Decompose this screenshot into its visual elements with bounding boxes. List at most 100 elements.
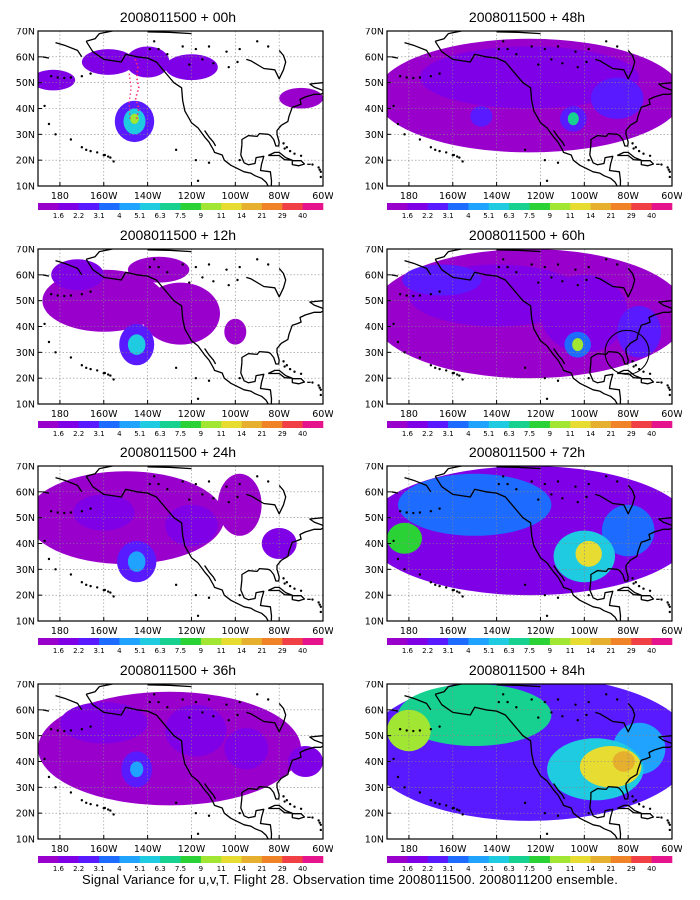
island [293,587,296,590]
gridlines [387,249,672,404]
island [530,480,533,483]
x-tick-label: 120W [178,626,206,637]
colorbar-swatch [590,203,612,210]
island [194,482,198,486]
colorbar-swatch [427,856,449,863]
island [438,290,441,293]
variance-contour [398,684,552,746]
colorbar-label: 3.1 [443,430,454,438]
colorbar-swatch [509,638,530,645]
island [543,700,547,704]
variance-map: 70N 60N 50N 40N 30N 20N 10N 180 160W 140W 120W 100W… [16,681,333,873]
colorbar-label: 40 [647,430,656,438]
colorbar-label: 5.1 [134,647,145,655]
island [152,693,156,696]
x-tick-label: 60W [312,626,333,637]
island [227,283,230,287]
gridlines [387,31,672,186]
island [543,158,547,162]
island [461,595,464,598]
panel-title: 2008011500 + 60h [357,226,697,244]
colorbar-label: 6.3 [155,865,166,873]
island [194,158,198,162]
y-tick-label: 50N [16,731,35,742]
colorbar-label: 2.2 [73,212,84,220]
colorbar-label: 11 [566,647,575,655]
panel-title: 2008011500 + 36h [8,661,348,679]
island [181,698,184,701]
colorbar-swatch [549,203,571,210]
island [530,45,533,48]
colorbar-label: 4 [466,212,471,220]
colorbar-swatch [387,203,408,210]
colorbar-swatch [221,203,242,210]
colorbar-swatch [99,856,120,863]
island [194,47,198,51]
x-tick-label: 160W [90,844,118,855]
coastlines [42,249,323,404]
coastline [553,783,566,800]
x-tick-label: 120W [527,844,555,855]
coastline [204,565,217,582]
colorbar-swatch [407,638,429,645]
island [207,480,211,483]
island [285,799,289,802]
colorbar-swatch [509,421,530,428]
island [438,725,441,728]
island [429,75,433,78]
coastline [404,259,432,276]
island [47,122,51,126]
coastline [616,586,642,596]
colorbar-swatch [590,638,612,645]
island [550,276,553,279]
y-tick-label: 60N [16,487,35,498]
y-tick-label: 20N [16,809,35,820]
coastline [42,709,50,712]
colorbar-label: 6.3 [504,647,515,655]
coastline [595,267,636,298]
colorbar-swatch [570,856,591,863]
island [501,258,505,261]
colorbar-swatch [99,638,120,645]
island [207,596,211,599]
island [634,146,638,149]
island [458,156,461,159]
island [396,122,400,126]
island [188,498,191,501]
colorbar-swatch [448,421,469,428]
colorbar-swatch [302,856,324,863]
island [106,808,110,811]
coastline [55,476,83,493]
island [69,729,73,732]
colorbar-swatch [529,421,551,428]
island [438,149,441,153]
x-tick-label: 60W [312,409,333,420]
colorbar-label: 7.5 [175,647,186,655]
variance-contour [127,334,146,355]
variance-field [387,466,672,596]
x-tick-label: 80W [617,409,639,420]
variance-field [387,684,672,821]
island [615,45,619,48]
y-tick-label: 40N [16,104,35,115]
island [102,154,105,157]
colorbar-swatch [651,421,673,428]
island [545,832,549,836]
x-tick-label: 120W [527,191,555,202]
island [451,154,454,157]
colorbar-label: 6.3 [504,865,515,873]
island [574,268,577,271]
x-tick-label: 180 [400,191,418,202]
island [317,384,320,387]
island [238,47,241,51]
island [227,500,230,504]
island [283,800,286,803]
island [497,482,501,486]
island [80,728,84,731]
y-tick-label: 40N [365,322,384,333]
y-tick-label: 30N [16,130,35,141]
island [282,360,285,363]
colorbar-label: 21 [606,647,615,655]
coastline [246,484,287,515]
variance-field [387,38,672,153]
